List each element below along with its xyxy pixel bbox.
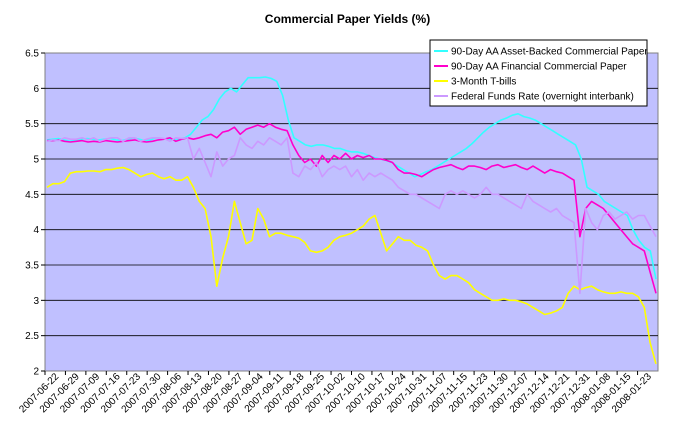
legend-label: 90-Day AA Asset-Backed Commercial Paper — [451, 47, 648, 58]
y-tick-label: 5 — [33, 155, 39, 166]
y-tick-label: 3 — [33, 296, 39, 307]
chart-title: Commercial Paper Yields (%) — [264, 12, 431, 26]
y-axis-ticks: 2 2.5 3 3.5 4 4.5 5 5.5 6 6.5 — [25, 49, 45, 378]
y-tick-label: 4.5 — [25, 190, 39, 201]
legend-box — [429, 39, 648, 107]
series-line-1 — [46, 76, 657, 280]
x-axis-ticks: 2007-06-222007-06-292007-07-092007-07-16… — [17, 371, 654, 415]
legend-label: Federal Funds Rate (overnight interbank) — [451, 92, 634, 103]
y-tick-label: 5.5 — [25, 119, 39, 130]
legend-label: 90-Day AA Financial Commercial Paper — [451, 62, 627, 73]
y-tick-label: 4 — [33, 225, 39, 236]
series-lines — [46, 76, 657, 365]
y-tick-label: 2 — [33, 367, 39, 378]
y-tick-label: 6 — [33, 84, 39, 95]
y-tick-label: 3.5 — [25, 261, 39, 272]
legend: 90-Day AA Asset-Backed Commercial Paper 9… — [429, 39, 648, 107]
y-tick-label: 2.5 — [25, 331, 39, 342]
series-line-3 — [46, 166, 657, 365]
series-line-4 — [46, 137, 657, 295]
series-line-2 — [47, 122, 657, 294]
y-tick-label: 6.5 — [25, 49, 39, 60]
legend-label: 3-Month T-bills — [451, 77, 516, 88]
